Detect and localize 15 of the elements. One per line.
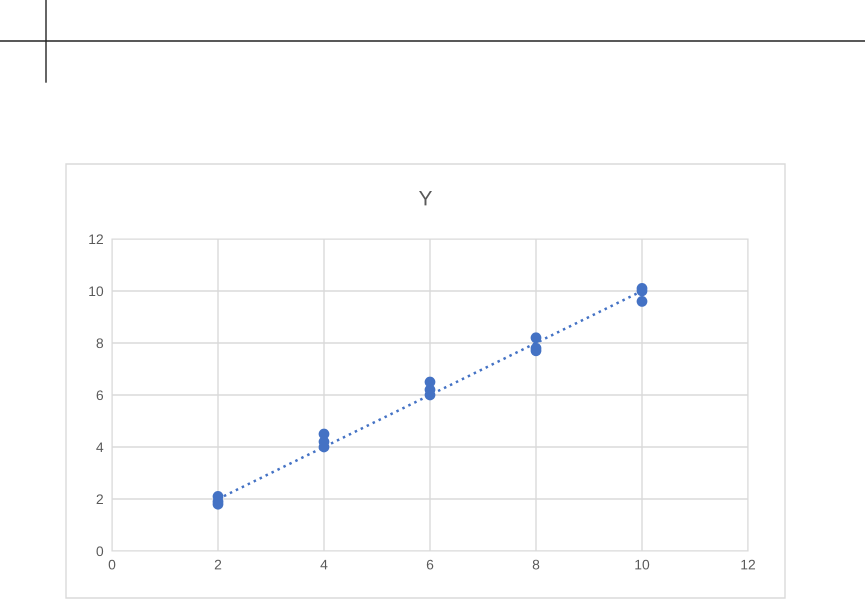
x-tick-label: 6: [426, 560, 434, 570]
x-tick-label: 8: [532, 560, 540, 570]
y-tick-label: 2: [96, 494, 103, 504]
x-tick-label: 2: [214, 560, 222, 570]
y-tick-label: 0: [96, 546, 104, 556]
x-tick-label: 0: [108, 560, 116, 570]
y-tick-label: 6: [96, 390, 104, 400]
x-tick-label: 12: [741, 560, 756, 570]
x-tick-label: 4: [320, 560, 328, 570]
x-tick-label: 10: [635, 560, 650, 570]
y-tick-label: 8: [96, 338, 104, 348]
y-tick-label: 10: [89, 286, 104, 296]
y-tick-label: 4: [96, 442, 104, 452]
chart-title: Y: [419, 191, 432, 206]
y-tick-label: 12: [89, 234, 103, 244]
